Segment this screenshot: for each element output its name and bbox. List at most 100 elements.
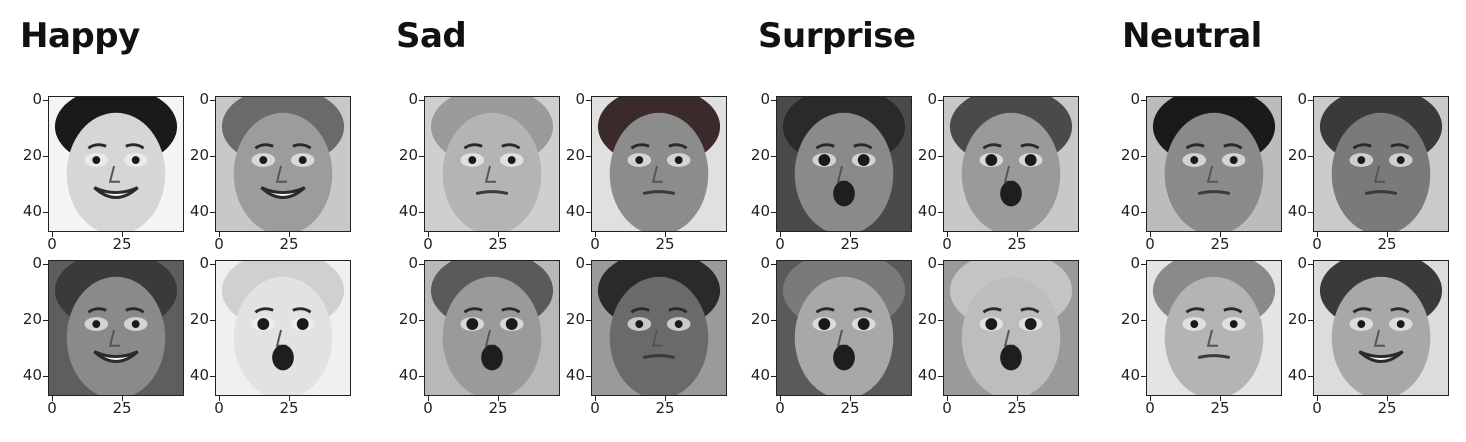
x-tick-label: 25 xyxy=(279,235,299,253)
x-tick-label: 25 xyxy=(488,399,508,417)
y-tick-label: 0 xyxy=(408,254,418,272)
y-tick-label: 20 xyxy=(398,146,418,164)
y-tick-mark xyxy=(771,320,776,321)
y-tick-mark xyxy=(771,376,776,377)
x-tick-label: 25 xyxy=(1007,235,1027,253)
face-image xyxy=(1146,96,1282,232)
y-tick-mark xyxy=(1308,100,1313,101)
face-image xyxy=(1146,260,1282,396)
y-tick-label: 40 xyxy=(189,202,209,220)
x-tick-mark xyxy=(219,396,220,401)
x-tick-mark xyxy=(1387,396,1388,401)
y-tick-label: 40 xyxy=(1120,366,1140,384)
y-tick-mark xyxy=(586,156,591,157)
y-tick-mark xyxy=(938,376,943,377)
face-image xyxy=(591,96,727,232)
y-tick-label: 20 xyxy=(398,310,418,328)
y-tick-label: 40 xyxy=(565,202,585,220)
x-tick-mark xyxy=(780,396,781,401)
x-tick-mark xyxy=(947,396,948,401)
x-tick-mark xyxy=(52,396,53,401)
y-tick-mark xyxy=(210,156,215,157)
y-tick-label: 40 xyxy=(1287,366,1307,384)
y-tick-mark xyxy=(43,212,48,213)
y-tick-label: 0 xyxy=(32,90,42,108)
y-tick-mark xyxy=(210,320,215,321)
y-tick-label: 40 xyxy=(565,366,585,384)
face-image xyxy=(943,96,1079,232)
y-tick-mark xyxy=(1141,100,1146,101)
y-tick-mark xyxy=(43,264,48,265)
y-tick-mark xyxy=(419,100,424,101)
face-image xyxy=(48,260,184,396)
y-tick-mark xyxy=(43,320,48,321)
y-tick-label: 0 xyxy=(927,90,937,108)
y-tick-mark xyxy=(1141,264,1146,265)
y-tick-label: 40 xyxy=(750,202,770,220)
x-tick-mark xyxy=(498,232,499,237)
y-tick-mark xyxy=(938,264,943,265)
y-tick-label: 20 xyxy=(750,310,770,328)
y-tick-mark xyxy=(43,100,48,101)
x-tick-mark xyxy=(289,232,290,237)
face-image xyxy=(1313,260,1449,396)
y-tick-mark xyxy=(586,212,591,213)
y-tick-label: 40 xyxy=(1120,202,1140,220)
y-tick-label: 40 xyxy=(1287,202,1307,220)
y-tick-mark xyxy=(210,100,215,101)
x-tick-label: 25 xyxy=(1007,399,1027,417)
y-tick-mark xyxy=(771,100,776,101)
x-tick-label: 0 xyxy=(1312,399,1322,417)
x-tick-mark xyxy=(1387,232,1388,237)
y-tick-mark xyxy=(419,320,424,321)
y-tick-label: 0 xyxy=(32,254,42,272)
y-tick-label: 20 xyxy=(22,310,42,328)
x-tick-label: 25 xyxy=(655,235,675,253)
x-tick-label: 0 xyxy=(47,235,57,253)
x-tick-mark xyxy=(219,232,220,237)
y-tick-label: 20 xyxy=(917,310,937,328)
y-tick-mark xyxy=(419,212,424,213)
x-tick-mark xyxy=(595,232,596,237)
x-tick-label: 25 xyxy=(1210,235,1230,253)
y-tick-mark xyxy=(586,264,591,265)
y-tick-mark xyxy=(1308,212,1313,213)
y-tick-label: 40 xyxy=(917,202,937,220)
x-tick-mark xyxy=(428,396,429,401)
face-image xyxy=(48,96,184,232)
y-tick-label: 0 xyxy=(1297,254,1307,272)
x-tick-mark xyxy=(947,232,948,237)
x-tick-mark xyxy=(289,396,290,401)
y-tick-label: 20 xyxy=(1120,146,1140,164)
x-tick-label: 0 xyxy=(1312,235,1322,253)
y-tick-mark xyxy=(43,376,48,377)
y-tick-mark xyxy=(938,156,943,157)
x-tick-label: 0 xyxy=(423,399,433,417)
y-tick-label: 40 xyxy=(22,366,42,384)
x-tick-mark xyxy=(665,396,666,401)
face-image xyxy=(943,260,1079,396)
x-tick-label: 0 xyxy=(423,235,433,253)
y-tick-label: 20 xyxy=(1120,310,1140,328)
x-tick-mark xyxy=(1220,232,1221,237)
x-tick-mark xyxy=(1317,232,1318,237)
y-tick-label: 20 xyxy=(189,310,209,328)
x-tick-label: 0 xyxy=(47,399,57,417)
y-tick-label: 40 xyxy=(398,202,418,220)
x-tick-label: 0 xyxy=(1145,235,1155,253)
y-tick-mark xyxy=(210,212,215,213)
y-tick-label: 20 xyxy=(1287,310,1307,328)
y-tick-label: 20 xyxy=(189,146,209,164)
x-tick-label: 25 xyxy=(1210,399,1230,417)
x-tick-label: 25 xyxy=(1377,399,1397,417)
y-tick-label: 20 xyxy=(22,146,42,164)
y-tick-mark xyxy=(419,376,424,377)
x-tick-mark xyxy=(498,396,499,401)
group-title: Happy xyxy=(20,16,140,56)
x-tick-label: 0 xyxy=(590,399,600,417)
y-tick-label: 40 xyxy=(917,366,937,384)
y-tick-mark xyxy=(586,320,591,321)
face-image xyxy=(1313,96,1449,232)
y-tick-label: 0 xyxy=(760,90,770,108)
